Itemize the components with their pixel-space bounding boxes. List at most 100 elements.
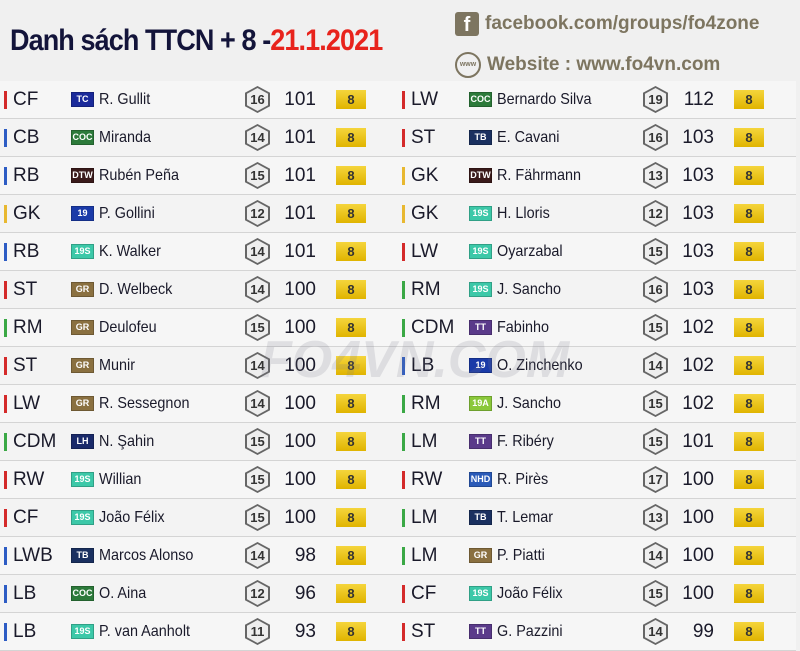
facebook-link[interactable]: f facebook.com/groups/fo4zone (455, 12, 759, 36)
player-row: CF TC R. Gullit 16 101 8 (0, 81, 398, 119)
player-name: H. Lloris (497, 204, 550, 222)
season-badge: TB (71, 548, 94, 563)
upgrade-level-badge: 8 (734, 622, 764, 641)
rating-value: 14 (645, 354, 666, 377)
player-row: LW COC Bernardo Silva 19 112 8 (398, 81, 796, 119)
season-badge: 19A (469, 396, 492, 411)
upgrade-level-badge: 8 (336, 318, 366, 337)
rating-hexagon: 14 (245, 542, 270, 569)
season-badge: 19S (71, 510, 94, 525)
rating-hexagon: 13 (643, 504, 668, 531)
position-label: CF (4, 90, 38, 109)
player-row: RB 19S K. Walker 14 101 8 (0, 233, 398, 271)
rating-value: 14 (247, 126, 268, 149)
player-name: K. Walker (99, 242, 161, 260)
player-name: O. Zinchenko (497, 356, 583, 374)
player-name: J. Sancho (497, 280, 562, 298)
season-badge: TB (469, 130, 492, 145)
season-badge: DTW (469, 168, 492, 183)
player-name: T. Lemar (497, 508, 554, 526)
player-row: LB COC O. Aina 12 96 8 (0, 575, 398, 613)
rating-hexagon: 12 (643, 200, 668, 227)
rating-value: 14 (247, 278, 268, 301)
player-row: LM TT F. Ribéry 15 101 8 (398, 423, 796, 461)
upgrade-level-badge: 8 (734, 356, 764, 375)
rating-value: 15 (645, 430, 666, 453)
upgrade-level-badge: 8 (734, 394, 764, 413)
ovr-value: 103 (682, 202, 714, 224)
season-badge: GR (71, 320, 94, 335)
ovr-value: 101 (284, 240, 316, 262)
upgrade-level-badge: 8 (336, 584, 366, 603)
position-label: LM (402, 508, 437, 527)
header: Danh sách TTCN + 8 -21.1.2021 f facebook.… (0, 0, 800, 80)
rating-value: 14 (247, 544, 268, 567)
player-name: J. Sancho (497, 394, 562, 412)
player-name: Deulofeu (99, 318, 157, 336)
rating-hexagon: 16 (643, 276, 668, 303)
rating-value: 17 (645, 468, 666, 491)
position-label: ST (4, 280, 37, 299)
upgrade-level-badge: 8 (734, 280, 764, 299)
player-row: GK 19 P. Gollini 12 101 8 (0, 195, 398, 233)
rating-hexagon: 14 (245, 124, 270, 151)
rating-hexagon: 17 (643, 466, 668, 493)
player-name: João Félix (99, 508, 165, 526)
rating-hexagon: 15 (643, 428, 668, 455)
ovr-value: 103 (682, 126, 714, 148)
upgrade-level-badge: 8 (336, 280, 366, 299)
player-name: Rubén Peña (99, 166, 180, 184)
player-name: R. Pirès (497, 470, 549, 488)
player-name: P. Gollini (99, 204, 155, 222)
rating-value: 15 (645, 392, 666, 415)
rating-hexagon: 14 (245, 238, 270, 265)
position-label: LWB (4, 546, 53, 565)
player-row: LM GR P. Piatti 14 100 8 (398, 537, 796, 575)
ovr-value: 101 (284, 202, 316, 224)
upgrade-level-badge: 8 (734, 242, 764, 261)
player-row: LWB TB Marcos Alonso 14 98 8 (0, 537, 398, 575)
ovr-value: 100 (682, 544, 714, 566)
player-name: Fabinho (497, 318, 550, 336)
rating-hexagon: 15 (245, 466, 270, 493)
rating-value: 15 (247, 316, 268, 339)
player-name: Willian (99, 470, 142, 488)
rating-hexagon: 12 (245, 200, 270, 227)
rating-hexagon: 14 (643, 542, 668, 569)
upgrade-level-badge: 8 (336, 204, 366, 223)
player-row: ST GR D. Welbeck 14 100 8 (0, 271, 398, 309)
rating-hexagon: 15 (245, 162, 270, 189)
player-row: RB DTW Rubén Peña 15 101 8 (0, 157, 398, 195)
rating-value: 16 (247, 88, 268, 111)
upgrade-level-badge: 8 (734, 204, 764, 223)
player-name: Miranda (99, 128, 152, 146)
player-row: RW NHD R. Pirès 17 100 8 (398, 461, 796, 499)
player-name: G. Pazzini (497, 622, 563, 640)
upgrade-level-badge: 8 (336, 508, 366, 527)
ovr-value: 101 (682, 430, 714, 452)
position-label: RW (4, 470, 44, 489)
rating-value: 15 (645, 582, 666, 605)
season-badge: COC (71, 130, 94, 145)
title-date: 21.1.2021 (270, 24, 383, 57)
position-label: RM (402, 394, 441, 413)
player-row: RM 19S J. Sancho 16 103 8 (398, 271, 796, 309)
season-badge: COC (469, 92, 492, 107)
player-row: LB 19 O. Zinchenko 14 102 8 (398, 347, 796, 385)
website-link[interactable]: www Website : www.fo4vn.com (455, 52, 720, 78)
rating-hexagon: 14 (245, 352, 270, 379)
rating-hexagon: 14 (245, 276, 270, 303)
ovr-value: 103 (682, 240, 714, 262)
rating-hexagon: 19 (643, 86, 668, 113)
position-label: RM (402, 280, 441, 299)
upgrade-level-badge: 8 (336, 622, 366, 641)
season-badge: GR (469, 548, 492, 563)
position-label: RB (4, 242, 39, 261)
upgrade-level-badge: 8 (734, 128, 764, 147)
rating-value: 13 (645, 164, 666, 187)
player-name: D. Welbeck (99, 280, 173, 298)
player-name: Munir (99, 356, 136, 374)
player-row: ST TB E. Cavani 16 103 8 (398, 119, 796, 157)
season-badge: 19S (71, 624, 94, 639)
player-name: R. Fährmann (497, 166, 582, 184)
